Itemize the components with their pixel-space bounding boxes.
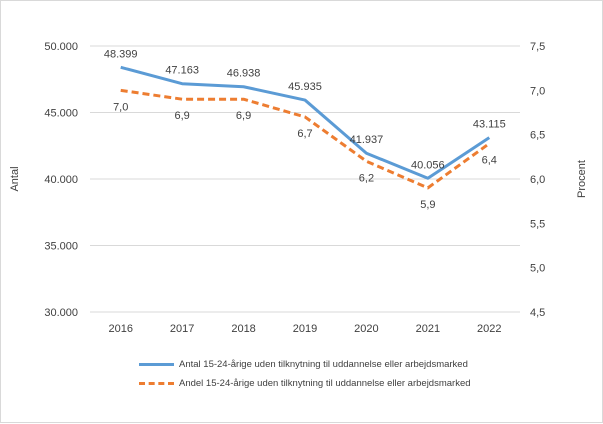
y-tick-label: 40.000 [44, 174, 78, 186]
y-tick-label: 45.000 [44, 108, 78, 120]
x-tick-label: 2020 [354, 323, 378, 335]
legend-label: Antal 15-24-årige uden tilknytning til u… [179, 359, 468, 370]
data-label: 6,2 [359, 172, 374, 184]
y2-tick-label: 7,5 [530, 41, 545, 53]
data-label: 6,9 [174, 110, 189, 122]
data-label: 43.115 [473, 119, 506, 131]
y-tick-label: 30.000 [44, 307, 78, 319]
data-label: 7,0 [113, 101, 128, 113]
data-label: 6,4 [482, 155, 497, 167]
x-tick-label: 2021 [416, 323, 440, 335]
legend-item-antal: Antal 15-24-årige uden tilknytning til u… [139, 359, 468, 370]
x-tick-label: 2022 [477, 323, 501, 335]
legend-item-andel: Andel 15-24-årige uden tilknytning til u… [139, 378, 471, 389]
data-label: 6,9 [236, 110, 251, 122]
data-label: 47.163 [165, 65, 199, 77]
y-tick-label: 50.000 [44, 41, 78, 53]
data-label: 41.937 [350, 134, 384, 146]
data-label: 40.056 [411, 159, 445, 171]
y2-tick-label: 6,5 [530, 130, 545, 142]
data-label: 46.938 [227, 68, 261, 80]
y2-tick-label: 4,5 [530, 307, 545, 319]
y2-axis-title: Procent [576, 160, 588, 198]
legend-swatch-dashed [139, 382, 174, 385]
legend-swatch-solid [139, 363, 174, 366]
y2-tick-label: 7,0 [530, 85, 545, 97]
y2-tick-label: 5,5 [530, 218, 545, 230]
x-tick-label: 2019 [293, 323, 317, 335]
y2-tick-label: 6,0 [530, 174, 545, 186]
x-tick-label: 2016 [108, 323, 132, 335]
y2-tick-label: 5,0 [530, 263, 545, 275]
data-label: 6,7 [297, 128, 312, 140]
x-tick-label: 2018 [231, 323, 255, 335]
y-axis-title: Antal [9, 166, 21, 191]
y-tick-label: 35.000 [44, 241, 78, 253]
data-label: 45.935 [288, 81, 322, 93]
x-tick-label: 2017 [170, 323, 194, 335]
data-label: 5,9 [420, 199, 435, 211]
legend-label: Andel 15-24-årige uden tilknytning til u… [179, 378, 471, 389]
data-label: 48.399 [104, 48, 138, 60]
